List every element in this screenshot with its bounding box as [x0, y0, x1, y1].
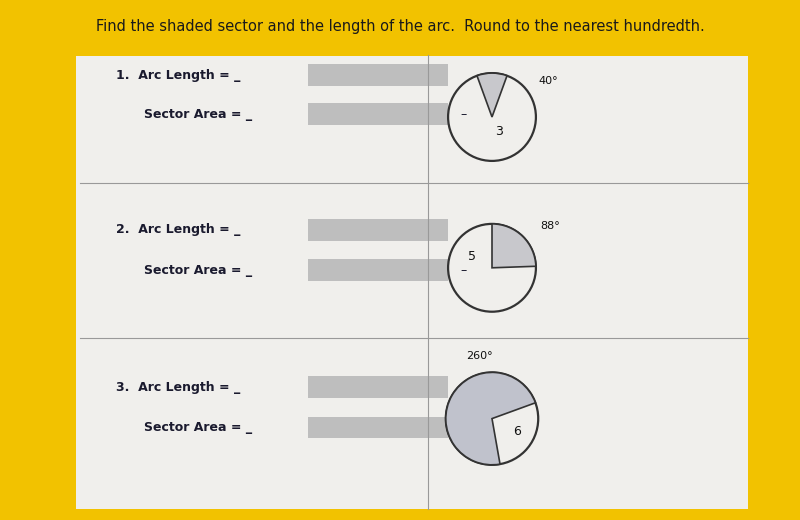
Text: 6: 6: [514, 425, 522, 438]
Text: 88°: 88°: [540, 221, 560, 231]
Text: 5: 5: [468, 250, 476, 263]
Text: Sector Area = _: Sector Area = _: [144, 264, 252, 277]
Text: –: –: [460, 108, 466, 121]
Text: 260°: 260°: [466, 351, 494, 361]
Wedge shape: [446, 372, 535, 465]
Text: Sector Area = _: Sector Area = _: [144, 421, 252, 434]
Text: 3.  Arc Length = _: 3. Arc Length = _: [116, 381, 240, 394]
Wedge shape: [492, 224, 536, 268]
Wedge shape: [477, 73, 507, 117]
Text: 40°: 40°: [538, 76, 558, 86]
FancyBboxPatch shape: [308, 64, 448, 86]
FancyBboxPatch shape: [76, 56, 748, 509]
FancyBboxPatch shape: [308, 103, 448, 125]
Text: Sector Area = _: Sector Area = _: [144, 108, 252, 121]
Text: –: –: [460, 421, 466, 434]
FancyBboxPatch shape: [308, 259, 448, 281]
FancyBboxPatch shape: [0, 0, 800, 55]
Text: 3: 3: [494, 125, 502, 138]
Text: –: –: [460, 264, 466, 277]
Text: 1.  Arc Length = _: 1. Arc Length = _: [116, 69, 240, 82]
FancyBboxPatch shape: [308, 219, 448, 241]
FancyBboxPatch shape: [308, 376, 448, 398]
Text: Find the shaded sector and the length of the arc.  Round to the nearest hundredt: Find the shaded sector and the length of…: [96, 19, 704, 33]
FancyBboxPatch shape: [308, 417, 448, 438]
Text: 2.  Arc Length = _: 2. Arc Length = _: [116, 223, 240, 236]
